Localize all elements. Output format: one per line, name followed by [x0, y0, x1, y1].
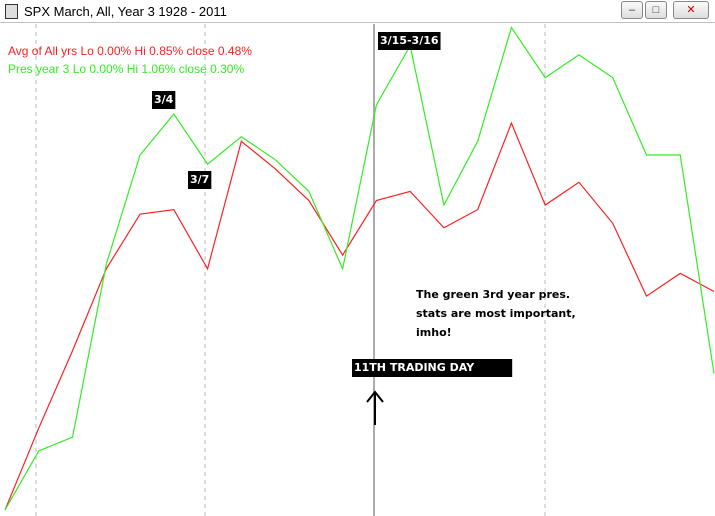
series-line	[4, 121, 715, 511]
maximize-button[interactable]: □	[645, 1, 667, 19]
annotation-box	[378, 32, 441, 50]
legend-entry: Pres year 3 Lo 0.00% Hi 1.06% close 0.30…	[8, 62, 244, 76]
annotation: 3/4	[154, 93, 174, 106]
annotation-box	[352, 359, 513, 377]
series-line	[4, 26, 715, 511]
close-button[interactable]: ✕	[673, 1, 709, 19]
window-title: SPX March, All, Year 3 1928 - 2011	[24, 4, 227, 19]
annotation-box	[188, 171, 212, 189]
note-text: imho!	[416, 326, 452, 339]
arrow	[366, 390, 384, 425]
note-text: stats are most important,	[416, 307, 576, 320]
app-icon	[5, 4, 18, 19]
annotation-box	[152, 91, 176, 109]
annotation: 3/7	[190, 173, 209, 186]
note-text: The green 3rd year pres.	[416, 288, 570, 301]
annotation: 3/15-3/16	[380, 34, 439, 47]
legend-entry: Avg of All yrs Lo 0.00% Hi 0.85% close 0…	[8, 44, 252, 58]
title-bar: SPX March, All, Year 3 1928 - 2011 – □ ✕	[0, 0, 715, 23]
minimize-button[interactable]: –	[621, 1, 643, 19]
annotation: 11TH TRADING DAY	[354, 361, 475, 374]
